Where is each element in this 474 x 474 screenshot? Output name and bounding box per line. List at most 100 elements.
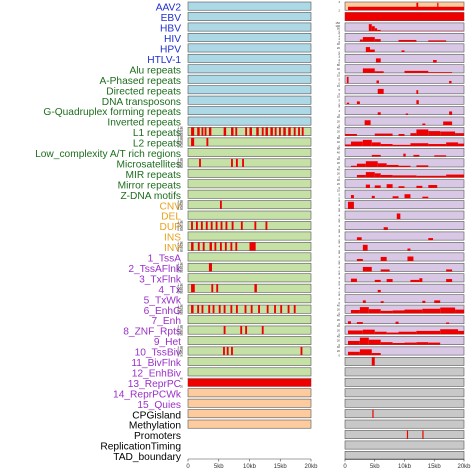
track-methylation — [187, 419, 312, 429]
y-tick-label: 5 — [338, 88, 340, 92]
x-axis: 0 5kb 10kb 15kb 20kb — [343, 458, 471, 470]
row-label-5-txwk: 5_TxWk — [144, 295, 182, 306]
data-bar — [446, 174, 464, 178]
track-microsatellites: 1.000.750.500.250.00 — [178, 157, 312, 169]
data-bar — [446, 269, 453, 272]
data-bar — [191, 221, 193, 230]
track-background — [187, 398, 312, 408]
y-tick-label: 0.00 — [178, 134, 184, 138]
data-bar — [395, 321, 399, 324]
x-tick-label: 5kb — [370, 464, 380, 470]
track-background — [344, 116, 465, 126]
y-tick-label: 0.75 — [178, 201, 184, 205]
data-bar — [362, 266, 372, 272]
data-bar — [380, 144, 393, 147]
y-tick-label: 0.50 — [178, 224, 184, 228]
track-inv: 1.000.750.500.250.00 — [178, 241, 312, 253]
row-label-inv: INV — [164, 243, 181, 254]
y-tick-label: 4 — [338, 0, 340, 4]
data-bar — [380, 174, 393, 178]
data-bar — [365, 172, 375, 178]
track-cpgisland — [187, 409, 312, 419]
row-label-ebv: EBV — [161, 13, 182, 24]
data-bar — [231, 221, 234, 230]
x-tick-label: 0 — [186, 464, 190, 470]
data-bar — [218, 305, 221, 314]
y-tick-label: 20 — [337, 328, 341, 332]
track-cnv: 1.000.750.500.250.00 — [178, 199, 312, 211]
row-label-1-tssa: 1_TssA — [148, 254, 182, 265]
track-mirror-repeats — [187, 179, 312, 189]
data-bar — [410, 279, 420, 282]
data-bar — [350, 278, 357, 282]
y-tick-label: 0 — [338, 61, 340, 65]
y-tick-label: 4 — [338, 297, 340, 301]
data-bar — [350, 310, 360, 314]
y-tick-label: 0.25 — [178, 289, 184, 293]
track-background — [344, 377, 465, 387]
y-tick-label: 0.75 — [178, 138, 184, 142]
left-track-panel: 1.000.750.500.250.001.000.750.500.250.00… — [178, 1, 318, 470]
y-tick-label: 40 — [337, 335, 341, 339]
y-tick-label: 1.00 — [178, 303, 184, 307]
data-bar — [371, 154, 381, 157]
y-tick-label: 0.25 — [178, 132, 184, 136]
y-tick-label: 0.75 — [178, 243, 184, 247]
data-bar — [404, 70, 429, 73]
track-6-enhg: 1.000.750.500.250.00 — [178, 303, 312, 316]
data-bar — [347, 340, 360, 345]
y-tick-label: 40 — [337, 324, 341, 328]
y-tick-label: 4 — [338, 276, 340, 280]
track-5-txwk: 840 — [338, 293, 465, 305]
data-bar — [188, 378, 311, 387]
track-a-phased-repeats — [187, 74, 312, 84]
track-ins: 840 — [338, 230, 465, 242]
data-bar — [242, 158, 244, 167]
data-bar — [362, 329, 375, 335]
track-inv: 840 — [338, 241, 465, 253]
data-bar — [254, 284, 257, 293]
data-bar — [219, 200, 222, 209]
y-tick-label: 40 — [337, 140, 341, 144]
y-tick-label: 40 — [337, 314, 341, 318]
data-bar — [368, 339, 381, 345]
data-bar — [416, 129, 429, 136]
y-tick-label: 0.00 — [178, 165, 184, 169]
y-tick-label: 0 — [338, 249, 340, 253]
row-label-4-tx: 4_Tx — [158, 285, 181, 296]
track-background — [187, 388, 312, 398]
y-tick-label: 80 — [337, 136, 341, 140]
track-3-txflnk: 840 — [338, 272, 465, 284]
track-background — [187, 262, 312, 272]
y-tick-label: 40 — [180, 376, 184, 380]
data-bar — [245, 127, 248, 136]
track-background — [344, 242, 465, 251]
y-tick-label: 8 — [338, 261, 340, 265]
y-tick-label: 2 — [338, 8, 340, 12]
y-tick-label: 20 — [337, 349, 341, 353]
track-background — [187, 116, 312, 126]
data-bar — [362, 139, 372, 147]
y-tick-label: 0 — [338, 92, 340, 96]
row-label-14-reprpcwk: 14_ReprPCWk — [113, 389, 182, 400]
track-background — [187, 43, 312, 53]
track-low-complexity-a-t-rich-regions — [187, 148, 312, 157]
y-tick-label: 20 — [337, 130, 341, 134]
track-15-quies — [187, 398, 312, 408]
y-tick-label: 8 — [338, 272, 340, 276]
x-tick-label: 15kb — [274, 464, 288, 470]
track-background — [344, 221, 465, 230]
y-tick-label: 0 — [338, 40, 340, 44]
data-bar — [434, 155, 447, 157]
track-background — [187, 137, 312, 147]
y-tick-label: 0 — [338, 238, 340, 242]
y-tick-label: 4 — [338, 34, 340, 38]
data-bar — [293, 127, 296, 136]
data-bar — [362, 37, 375, 42]
row-label-8-znf-rpts: 8_ZNF_Rpts — [123, 327, 181, 338]
track-ebv — [344, 12, 465, 21]
data-bar — [230, 305, 233, 314]
data-bar — [350, 165, 357, 167]
